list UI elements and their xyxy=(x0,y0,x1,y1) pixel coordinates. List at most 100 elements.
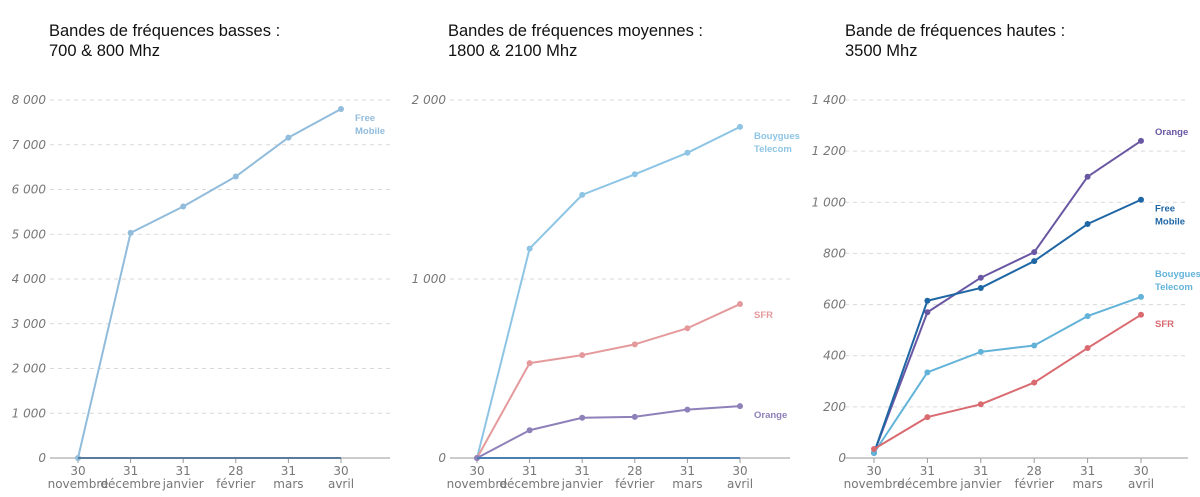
chart-1-y-tick-label: 5 000 xyxy=(12,227,47,241)
chart-3-series-2-point xyxy=(924,297,931,304)
chart-1-series-1-point xyxy=(285,134,292,141)
chart-3-series-4-point xyxy=(871,446,877,453)
chart-2-x-tick-label: avril xyxy=(727,477,753,491)
chart-2-x-tick-label: 30 xyxy=(469,464,484,478)
chart-3-series-1-point xyxy=(1138,137,1144,144)
chart-3-series-4-point xyxy=(977,401,984,408)
chart-3-y-tick-label: 800 xyxy=(823,246,846,260)
chart-2-x-tick-label: novembre xyxy=(447,477,508,491)
chart-3-y-tick-label: 600 xyxy=(823,298,846,312)
chart-2-x-tick-label: décembre xyxy=(499,477,559,491)
chart-1-x-tick-label: 31 xyxy=(176,464,191,478)
chart-2-x-tick-label: 31 xyxy=(680,464,695,478)
chart-3-x-tick-label: janvier xyxy=(959,477,1001,491)
chart-2-x-tick-label: 31 xyxy=(522,464,537,478)
chart-1-x-tick-label: 31 xyxy=(123,464,138,478)
chart-3-y-tick-label: 1 000 xyxy=(812,195,847,209)
chart-2-series-2-label: SFR xyxy=(754,310,773,321)
chart-2-series-3-point xyxy=(631,413,638,420)
chart-3-y-tick-label: 0 xyxy=(838,451,846,465)
chart-3-x-tick-label: 31 xyxy=(1080,464,1095,478)
chart-3-series-4-point xyxy=(924,414,931,421)
chart-1-x-tick-label: 31 xyxy=(281,464,296,478)
chart-3-series-1-point xyxy=(924,309,931,316)
chart-3-series-1-label: Orange xyxy=(1155,127,1188,138)
chart-2-series-1-point xyxy=(526,245,533,252)
chart-2-x-tick-label: février xyxy=(615,477,654,491)
chart-2-series-2-point xyxy=(631,341,638,348)
chart-3-series-3-label: Bouygues xyxy=(1155,269,1200,280)
chart-3-series-1-point xyxy=(1031,249,1038,256)
chart-1-series-1-point xyxy=(180,203,187,210)
chart-3-x-tick-label: 28 xyxy=(1027,464,1042,478)
chart-2-series-3-line xyxy=(476,405,741,459)
chart-2-series-3-point xyxy=(579,414,586,421)
chart-3-y-tick-label: 200 xyxy=(823,400,846,414)
chart-3-series-3-point xyxy=(924,369,931,376)
chart-3-series-4-point xyxy=(1084,345,1091,352)
chart-3-y-tick-label: 400 xyxy=(823,349,846,363)
chart-1-series-1-label: Mobile xyxy=(355,126,385,137)
chart-2-title-line2: 1800 & 2100 Mhz xyxy=(448,42,578,60)
chart-1-x-tick-label: avril xyxy=(328,477,354,491)
chart-3-series-3-point xyxy=(977,348,984,355)
chart-2-series-3-point xyxy=(684,406,691,413)
chart-3-series-4-label: SFR xyxy=(1155,319,1174,330)
chart-2-y-tick-label: 0 xyxy=(438,451,446,465)
chart-1-series-1-point xyxy=(232,173,239,180)
chart-2-series-1-label: Bouygues xyxy=(754,131,800,142)
chart-3-x-tick-label: décembre xyxy=(897,477,957,491)
chart-1-series-1-line xyxy=(77,108,342,459)
chart-3-series-2-label: Free xyxy=(1155,204,1175,215)
chart-3-series-3-point xyxy=(1084,313,1091,320)
chart-1-y-tick-label: 1 000 xyxy=(12,406,47,420)
chart-2-series-1-point xyxy=(579,191,586,198)
chart-3-title-line2: 3500 Mhz xyxy=(845,42,918,60)
chart-2-x-tick-label: mars xyxy=(672,477,702,491)
chart-3-series-1-line xyxy=(873,140,1142,454)
chart-2-series-2-line xyxy=(476,303,741,459)
chart-1-title-line2: 700 & 800 Mhz xyxy=(49,42,160,60)
chart-1-y-tick-label: 2 000 xyxy=(12,362,47,376)
chart-3-x-tick-label: 30 xyxy=(1133,464,1148,478)
chart-1-title: Bandes de fréquences basses : 700 & 800 … xyxy=(49,21,280,61)
chart-3-series-2-point xyxy=(1138,196,1144,203)
chart-2-x-tick-label: 31 xyxy=(575,464,590,478)
chart-3-series-3-line xyxy=(873,295,1142,454)
chart-2-series-3-point xyxy=(737,403,743,410)
chart-1-series-1-label: Free xyxy=(355,113,375,124)
chart-3-x-tick-label: 31 xyxy=(973,464,988,478)
chart-3-series-2-label: Mobile xyxy=(1155,217,1185,228)
chart-1-y-tick-label: 4 000 xyxy=(12,272,47,286)
chart-2-title-line1: Bandes de fréquences moyennes : xyxy=(448,22,704,40)
chart-1-series-1-point xyxy=(338,105,344,112)
chart-3-series-4-line xyxy=(873,313,1142,450)
chart-1-title-line1: Bandes de fréquences basses : xyxy=(49,22,281,40)
chart-2-x-tick-label: janvier xyxy=(561,477,603,491)
chart-3-x-tick-label: novembre xyxy=(844,477,905,491)
chart-2-y-tick-label: 1 000 xyxy=(412,272,447,286)
chart-3-title-line1: Bande de fréquences hautes : xyxy=(845,22,1066,40)
chart-1-y-tick-label: 6 000 xyxy=(12,183,47,197)
chart-3-x-tick-label: avril xyxy=(1128,477,1154,491)
chart-1-x-tick-label: février xyxy=(216,477,255,491)
chart-3-series-3-label: Telecom xyxy=(1155,282,1193,293)
chart-3-series-2-point xyxy=(1031,258,1038,265)
chart-1-x-tick-label: 28 xyxy=(228,464,243,478)
chart-2-series-2-point xyxy=(737,301,743,308)
chart-3-series-1-point xyxy=(1084,173,1091,180)
chart-1-x-tick-label: 30 xyxy=(70,464,85,478)
chart-3-x-tick-label: 30 xyxy=(866,464,881,478)
chart-1-x-tick-label: décembre xyxy=(100,477,160,491)
chart-2-series-3-point xyxy=(526,427,533,434)
chart-1-y-tick-label: 0 xyxy=(38,451,46,465)
chart-3-series-2-point xyxy=(1084,221,1091,228)
chart-1-x-tick-label: novembre xyxy=(48,477,109,491)
chart-2-x-tick-label: 30 xyxy=(732,464,747,478)
chart-1-series-1-point xyxy=(127,229,134,236)
chart-1-x-tick-label: janvier xyxy=(162,477,204,491)
chart-3-series-3-point xyxy=(1138,293,1144,300)
chart-2-x-tick-label: 28 xyxy=(627,464,642,478)
chart-2-series-3-label: Orange xyxy=(754,410,787,421)
